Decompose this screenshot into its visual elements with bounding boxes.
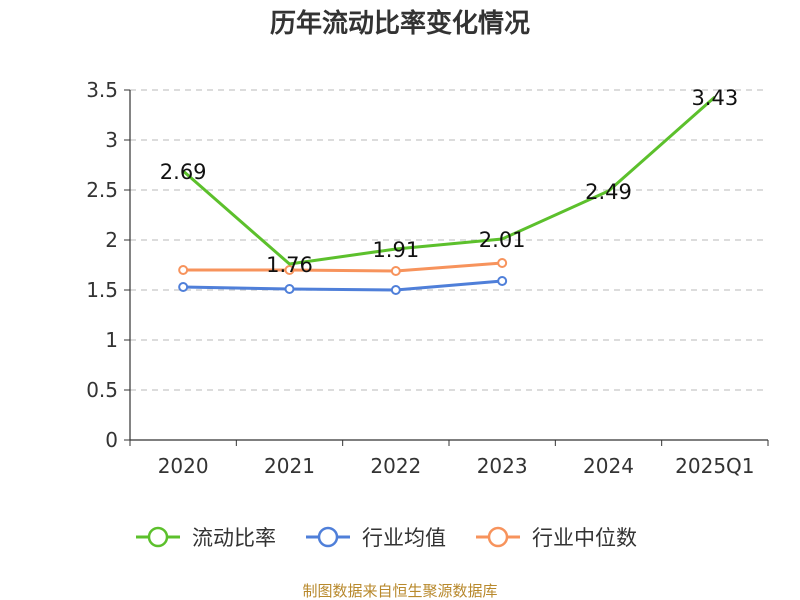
y-tick-label: 1	[105, 328, 118, 352]
series-point	[497, 276, 508, 286]
y-tick-label: 2.5	[86, 178, 118, 202]
gridlines	[130, 89, 768, 391]
y-tick-label: 0	[105, 428, 118, 452]
x-tick-label: 2024	[583, 454, 634, 478]
series-line	[183, 279, 503, 292]
y-tick-label: 3	[105, 128, 118, 152]
x-tick-label: 2021	[264, 454, 315, 478]
x-tick-label: 2023	[477, 454, 528, 478]
series-point	[178, 282, 189, 292]
x-tick-label: 2025Q1	[675, 454, 754, 478]
series-line	[182, 95, 716, 266]
legend-item: 行业中位数	[476, 526, 637, 550]
data-label: 3.43	[691, 86, 738, 110]
legend-item: 行业均值	[306, 526, 446, 550]
series-point	[390, 266, 401, 276]
y-tick-label: 2	[105, 228, 118, 252]
series-point	[284, 265, 295, 275]
data-label: 2.69	[160, 160, 207, 184]
data-label: 1.91	[372, 238, 419, 262]
legend-label: 流动比率	[192, 526, 276, 550]
x-tick-label: 2020	[158, 454, 209, 478]
legend-marker	[317, 526, 339, 548]
legend-marker	[487, 526, 509, 548]
chart-title: 历年流动比率变化情况	[270, 8, 530, 39]
y-tick-label: 1.5	[86, 278, 118, 302]
series-point	[390, 285, 401, 295]
data-label: 2.01	[479, 228, 526, 252]
series-line	[183, 261, 503, 273]
x-tick-label: 2022	[370, 454, 421, 478]
legend: 流动比率 行业均值 行业中位数	[136, 526, 637, 550]
legend-label: 行业中位数	[532, 526, 637, 550]
series-point	[178, 265, 189, 275]
series-point	[497, 258, 508, 268]
y-tick-label: 3.5	[86, 78, 118, 102]
legend-label: 行业均值	[362, 526, 446, 550]
series-point	[284, 284, 295, 294]
axes: 0 0.5 1 1.5 2 2.5 3 3.5 2020 2021 2022 2023 2024 2025…	[86, 78, 769, 478]
series-lines	[178, 95, 716, 295]
legend-marker	[147, 526, 169, 548]
source-note: 制图数据来自恒生聚源数据库	[302, 582, 497, 600]
data-labels: 2.69 1.76 1.91 2.01 2.49 3.43	[160, 86, 738, 277]
y-tick-label: 0.5	[86, 378, 118, 402]
data-label: 2.49	[585, 180, 632, 204]
legend-item: 流动比率	[136, 526, 276, 550]
data-label: 1.76	[266, 253, 313, 277]
